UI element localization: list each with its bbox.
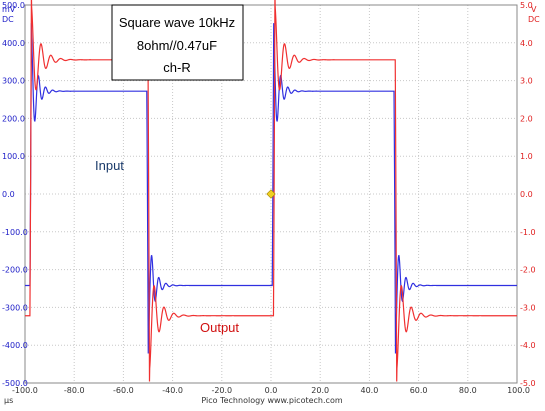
title-line-3: ch-R [163, 60, 190, 75]
chart-title-box: Square wave 10kHz 8ohm//0.47uF ch-R [111, 4, 244, 81]
bottom-tick-label: 20.0 [311, 386, 329, 395]
right-tick-label: 0.0 [520, 190, 533, 199]
left-tick-label: 300.0 [2, 77, 25, 86]
bottom-axis-unit: µs [4, 396, 13, 405]
bottom-tick-label: 80.0 [459, 386, 477, 395]
left-axis-ticks: 500.0 400.0 300.0 200.0 100.0 0.0 -100.0 -200.0… [2, 1, 28, 388]
left-tick-label: -200.0 [2, 266, 28, 275]
bottom-tick-label: -40.0 [162, 386, 183, 395]
right-axis-unit-bottom: DC [528, 15, 540, 24]
right-tick-label: -5.0 [520, 379, 536, 388]
right-tick-label: 4.0 [520, 39, 533, 48]
left-tick-label: 100.0 [2, 152, 25, 161]
right-axis-unit-top: V [531, 5, 537, 14]
output-annotation: Output [200, 320, 239, 335]
output-series-line [25, 0, 517, 382]
right-axis-ticks: 5.0 4.0 3.0 2.0 1.0 0.0 -1.0 -2.0 -3.0 -4.0 -5.0 [520, 1, 536, 388]
title-box-frame [111, 4, 244, 81]
right-tick-label: 3.0 [520, 77, 533, 86]
right-tick-label: 2.0 [520, 114, 533, 123]
bottom-tick-label: -100.0 [12, 386, 38, 395]
right-tick-label: 1.0 [520, 152, 533, 161]
bottom-tick-label: -20.0 [211, 386, 232, 395]
footer-credit: Pico Technology www.picotech.com [201, 396, 342, 405]
title-line-2: 8ohm//0.47uF [137, 38, 217, 53]
right-tick-label: -2.0 [520, 266, 536, 275]
right-tick-label: 5.0 [520, 1, 533, 10]
right-tick-label: -4.0 [520, 341, 536, 350]
input-series-line [25, 23, 517, 354]
left-tick-label: 500.0 [2, 1, 25, 10]
left-tick-label: -500.0 [2, 379, 28, 388]
left-tick-label: 0.0 [2, 190, 15, 199]
right-tick-label: -3.0 [520, 303, 536, 312]
plot-frame [24, 4, 518, 384]
bottom-tick-label: -60.0 [113, 386, 134, 395]
left-axis-unit-top: mV [2, 5, 16, 14]
right-tick-label: -1.0 [520, 228, 536, 237]
bottom-tick-label: 40.0 [360, 386, 378, 395]
trigger-marker[interactable] [266, 189, 276, 199]
left-tick-label: -400.0 [2, 341, 28, 350]
left-axis-unit-bottom: DC [2, 15, 14, 24]
bottom-axis-ticks: -100.0 -80.0 -60.0 -40.0 -20.0 0.0 20.0 40.0 60.… [12, 386, 530, 395]
title-line-1: Square wave 10kHz [119, 15, 235, 30]
left-tick-label: 200.0 [2, 114, 25, 123]
bottom-tick-label: 0.0 [265, 386, 278, 395]
input-annotation: Input [95, 158, 124, 173]
bottom-tick-label: 100.0 [507, 386, 530, 395]
left-tick-label: 400.0 [2, 39, 25, 48]
bottom-tick-label: 60.0 [410, 386, 428, 395]
bottom-tick-label: -80.0 [64, 386, 85, 395]
left-tick-label: -100.0 [2, 228, 28, 237]
left-tick-label: -300.0 [2, 303, 28, 312]
